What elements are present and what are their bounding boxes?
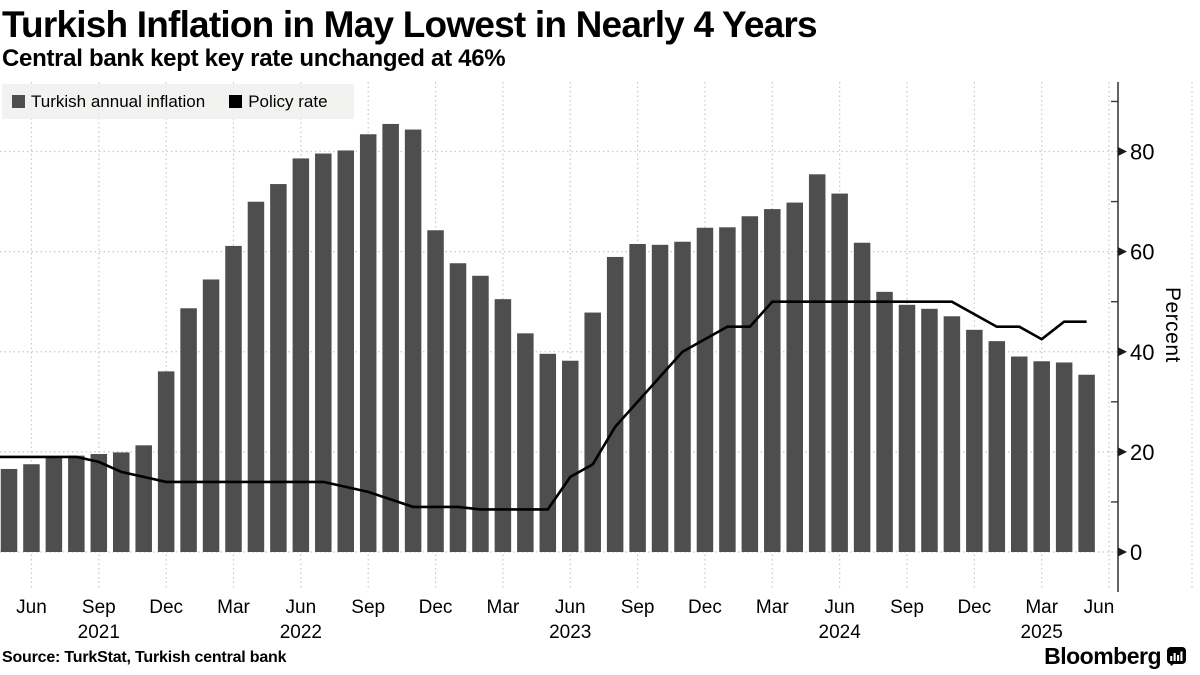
inflation-bar xyxy=(584,312,601,552)
inflation-bar xyxy=(831,193,848,552)
inflation-bar xyxy=(1055,362,1073,552)
y-axis-tick-label: 60 xyxy=(1130,240,1154,265)
x-axis-year-label: 2022 xyxy=(280,622,322,643)
x-axis-tick-label: Mar xyxy=(487,597,520,618)
bloomberg-logo-text: Bloomberg xyxy=(1044,643,1161,669)
inflation-bar xyxy=(225,245,242,552)
x-axis-year-label: 2023 xyxy=(549,622,591,643)
x-axis-year-label: 2024 xyxy=(819,622,862,643)
inflation-bar xyxy=(741,216,759,552)
inflation-bar xyxy=(135,445,152,552)
y-axis-title: Percent xyxy=(1161,287,1184,363)
inflation-bar xyxy=(202,279,220,552)
inflation-series-label: Turkish annual inflation xyxy=(31,91,206,111)
inflation-bar xyxy=(292,158,310,552)
inflation-bar xyxy=(90,453,108,552)
inflation-bar xyxy=(943,316,961,552)
inflation-bar xyxy=(719,227,736,552)
y-axis-tick-label: 40 xyxy=(1130,340,1154,365)
inflation-bar xyxy=(494,299,512,552)
inflation-bar xyxy=(472,275,489,552)
x-axis-tick-label: Jun xyxy=(824,597,855,618)
inflation-bar xyxy=(180,308,197,552)
inflation-bar xyxy=(270,184,287,552)
y-axis-tick-arrow xyxy=(1118,147,1127,157)
inflation-bar xyxy=(113,452,130,552)
x-axis-tick-label: Jun xyxy=(555,597,586,618)
x-axis-tick-label: Jun xyxy=(1084,597,1115,618)
inflation-bar xyxy=(853,242,871,553)
inflation-bar xyxy=(45,457,63,552)
y-axis-tick-label: 80 xyxy=(1130,140,1154,165)
x-axis-tick-label: Dec xyxy=(688,597,722,618)
inflation-bar xyxy=(382,123,399,552)
y-axis-tick-label: 0 xyxy=(1130,540,1142,565)
inflation-bar xyxy=(427,230,444,552)
inflation-bar xyxy=(764,209,781,552)
inflation-bar xyxy=(0,468,18,552)
policy-rate-line xyxy=(0,300,1087,511)
inflation-bar xyxy=(696,227,714,552)
y-axis-tick-arrow xyxy=(1118,447,1127,457)
inflation-bar xyxy=(1078,374,1095,552)
inflation-bar xyxy=(359,134,377,552)
inflation-bar xyxy=(808,174,826,553)
inflation-bar xyxy=(898,304,916,552)
source-credit: Source: TurkStat, Turkish central bank xyxy=(2,649,287,666)
inflation-bar xyxy=(1011,356,1028,552)
x-axis-tick-label: Dec xyxy=(149,597,183,618)
inflation-bar xyxy=(876,291,893,552)
inflation-bar xyxy=(1033,361,1050,552)
inflation-bar xyxy=(68,455,85,552)
chart-subtitle: Central bank kept key rate unchanged at … xyxy=(2,45,506,72)
inflation-bar xyxy=(562,360,579,552)
inflation-bar xyxy=(786,202,803,552)
y-axis-tick-arrow xyxy=(1118,547,1127,557)
x-axis-tick-label: Sep xyxy=(621,597,655,618)
inflation-bar xyxy=(337,150,354,552)
inflation-bar xyxy=(988,341,1006,552)
inflation-bar xyxy=(157,371,175,552)
x-axis-tick-label: Mar xyxy=(1025,597,1058,618)
x-axis-tick-label: Mar xyxy=(217,597,250,618)
x-axis-year-label: 2021 xyxy=(78,622,120,643)
policy-rate-swatch xyxy=(229,95,243,108)
inflation-bar xyxy=(404,129,422,553)
policy-rate-label: Policy rate xyxy=(248,91,328,111)
inflation-bar xyxy=(921,308,938,552)
inflation-bar xyxy=(539,353,557,552)
inflation-bar xyxy=(651,244,669,552)
x-axis-tick-label: Dec xyxy=(957,597,991,618)
inflation-bar xyxy=(606,256,624,552)
chart-legend: Turkish annual inflation Policy rate xyxy=(2,84,354,119)
x-axis-tick-label: Jun xyxy=(286,597,317,618)
inflation-bar xyxy=(674,241,691,553)
x-axis-tick-label: Sep xyxy=(890,597,924,618)
x-axis-tick-label: Sep xyxy=(351,597,385,618)
inflation-bar xyxy=(449,263,467,552)
chart-title: Turkish Inflation in May Lowest in Nearl… xyxy=(2,4,818,45)
inflation-bar xyxy=(517,333,534,552)
inflation-bar xyxy=(23,464,40,552)
x-axis-year-label: 2025 xyxy=(1021,622,1063,643)
x-axis-tick-label: Mar xyxy=(756,597,789,618)
bloomberg-logo-icon xyxy=(1167,647,1186,666)
x-axis-tick-label: Dec xyxy=(419,597,453,618)
bloomberg-logo: Bloomberg xyxy=(1044,643,1186,670)
y-axis-tick-label: 20 xyxy=(1130,440,1154,465)
inflation-bar xyxy=(629,243,646,553)
inflation-bar xyxy=(315,153,332,552)
x-axis-tick-label: Jun xyxy=(16,597,47,618)
inflation-bar xyxy=(966,329,983,552)
inflation-bar xyxy=(247,201,265,553)
x-axis-tick-label: Sep xyxy=(82,597,116,618)
y-axis-tick-arrow xyxy=(1118,247,1127,257)
y-axis-tick-arrow xyxy=(1118,347,1127,357)
inflation-series-swatch xyxy=(12,95,25,108)
